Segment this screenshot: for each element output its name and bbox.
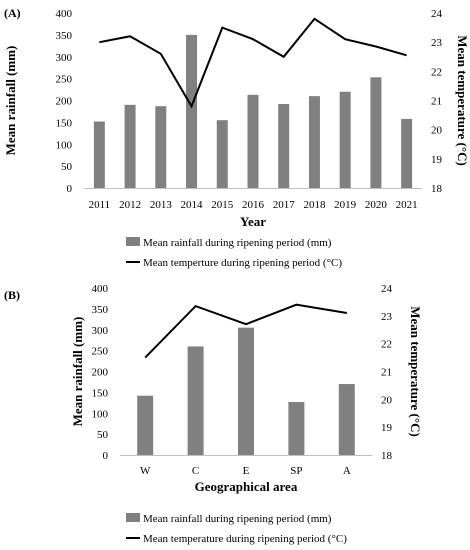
panel-b: (B) 0 50 100 150 200 250 300 350 400 18 19 20 21 22 23…: [4, 283, 423, 545]
y-left-tick-label: 0: [67, 183, 73, 195]
rainfall-bar: [401, 118, 413, 188]
y-left-axis-title: Mean rainfall (mm): [3, 46, 18, 156]
rainfall-bar: [339, 91, 351, 188]
panel-a: (A) 050100150200250300350400181920212223…: [3, 6, 470, 269]
x-axis-title: Geographical area: [195, 479, 298, 494]
panel-b-label: (B): [4, 288, 20, 302]
y-right-tick-label: 20: [381, 394, 393, 406]
x-tick-label: 2016: [242, 199, 265, 211]
y-right-axis-title: Mean temperature (°C): [455, 35, 470, 166]
temperature-line: [144, 303, 347, 359]
rainfall-bar: [124, 104, 136, 188]
x-tick-label: SP: [290, 465, 302, 477]
y-left-tick-label: 200: [92, 367, 109, 379]
temperature-line: [99, 17, 407, 109]
y-left-tick-label: 50: [61, 161, 73, 173]
panel-a-label: (A): [4, 6, 21, 20]
y-right-tick-label: 18: [381, 450, 393, 462]
legend-line-label: Mean temperture during ripening period (…: [143, 257, 342, 269]
rainfall-bar: [338, 384, 355, 455]
x-tick-label: 2017: [273, 199, 296, 211]
legend-line-label: Mean temperature during ripening period …: [143, 533, 347, 545]
x-tick-label: 2012: [119, 199, 141, 211]
x-tick-label: E: [243, 465, 250, 477]
rainfall-bar: [186, 34, 198, 188]
x-tick-label: 2018: [303, 199, 326, 211]
x-tick-label: 2013: [150, 199, 173, 211]
rainfall-bar: [93, 121, 105, 188]
legend-bar-label: Mean rainfall during ripening period (mm…: [143, 237, 332, 249]
legend-bar-label: Mean rainfall during ripening period (mm…: [143, 513, 332, 525]
y-right-tick-label: 20: [431, 125, 443, 137]
legend-bar-swatch: [126, 513, 140, 522]
rainfall-bar: [308, 96, 320, 188]
rainfall-bar: [278, 104, 290, 188]
y-left-tick-label: 350: [92, 304, 109, 316]
y-left-tick-label: 200: [56, 96, 73, 108]
y-left-tick-label: 400: [56, 8, 73, 20]
y-right-tick-label: 24: [431, 8, 443, 20]
y-right-tick-label: 23: [431, 37, 443, 49]
y-right-tick-label: 22: [431, 66, 442, 78]
x-tick-label: 2015: [211, 199, 234, 211]
y-left-tick-label: 100: [92, 408, 109, 420]
rainfall-bar: [247, 94, 259, 188]
y-left-tick-label: 150: [56, 117, 73, 129]
y-right-axis-title: Mean temperature (°C): [408, 306, 423, 437]
x-axis-title: Year: [240, 214, 266, 229]
x-tick-label: 2019: [334, 199, 357, 211]
y-right-tick-label: 19: [381, 422, 393, 434]
rainfall-bar: [370, 77, 382, 188]
x-tick-label: C: [192, 465, 199, 477]
x-tick-label: 2021: [396, 199, 418, 211]
y-right-tick-label: 21: [431, 96, 442, 108]
y-right-tick-label: 19: [431, 154, 443, 166]
x-tick-label: 2020: [365, 199, 388, 211]
y-right-tick-label: 24: [381, 283, 393, 295]
rainfall-bar: [137, 395, 154, 455]
y-left-tick-label: 400: [92, 283, 109, 295]
y-left-tick-label: 100: [56, 139, 73, 151]
y-left-tick-label: 300: [92, 325, 109, 337]
y-left-tick-label: 300: [56, 52, 73, 64]
y-left-tick-label: 150: [92, 387, 109, 399]
x-tick-label: 2011: [89, 199, 111, 211]
y-right-tick-label: 21: [381, 367, 392, 379]
y-left-tick-label: 250: [92, 346, 109, 358]
y-left-tick-label: 250: [56, 74, 73, 86]
y-right-tick-label: 23: [381, 311, 393, 323]
x-tick-label: A: [343, 465, 351, 477]
y-right-tick-label: 18: [431, 183, 443, 195]
x-tick-label: 2014: [181, 199, 204, 211]
rainfall-bar: [155, 106, 167, 188]
y-left-tick-label: 50: [97, 429, 109, 441]
y-left-axis-title: Mean rainfall (mm): [70, 317, 85, 427]
x-tick-label: W: [140, 465, 151, 477]
legend-bar-swatch: [126, 237, 140, 246]
y-right-tick-label: 22: [381, 339, 392, 351]
rainfall-bar: [187, 346, 204, 455]
y-left-tick-label: 350: [56, 30, 73, 42]
rainfall-bar: [216, 120, 228, 188]
rainfall-bar: [238, 327, 254, 455]
rainfall-bar: [288, 401, 305, 455]
y-left-tick-label: 0: [103, 450, 109, 462]
